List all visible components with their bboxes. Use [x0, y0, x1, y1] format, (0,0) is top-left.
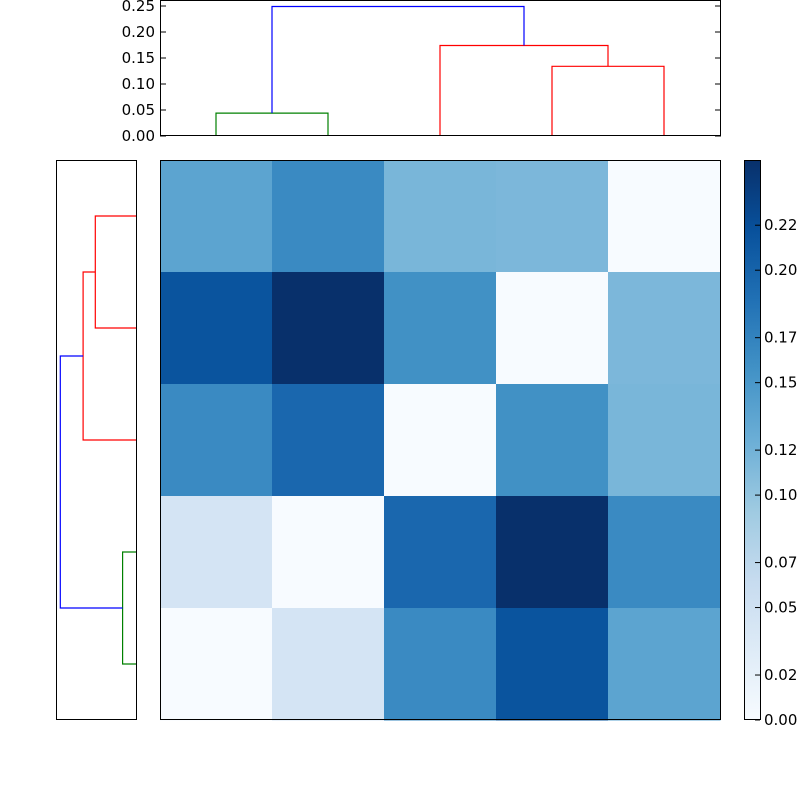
- heatmap-cell-r3-c4: [608, 496, 721, 609]
- top-dendrogram-link-0: [215, 112, 329, 136]
- heatmap-cell-r0-c0: [160, 160, 273, 273]
- colorbar: 0.00 0.02 0.05 0.07 0.10 0.12 0.15 0.17 0.20 0.22: [744, 160, 797, 729]
- top-dendrogram-link-3: [271, 5, 525, 114]
- colorbar-tick-label-7: 0.17: [764, 329, 797, 347]
- top-dendrogram-y-axis: 0.00 0.05 0.10 0.15 0.20 0.25: [122, 0, 721, 145]
- heatmap-cell-r1-c4: [608, 272, 721, 385]
- colorbar-tick-label-2: 0.05: [764, 599, 797, 617]
- heatmap-cell-r0-c4: [608, 160, 721, 273]
- colorbar-ticks: 0.00 0.02 0.05 0.07 0.10 0.12 0.15 0.17 0.20 0.22: [755, 216, 797, 729]
- top-ytick-label-2: 0.10: [122, 75, 155, 93]
- heatmap-cell-r1-c2: [384, 272, 497, 385]
- top-dendrogram: 0.00 0.05 0.10 0.15 0.20 0.25: [122, 0, 721, 145]
- heatmap-cell-r4-c4: [608, 608, 721, 721]
- left-dendrogram-link-2: [82, 271, 136, 441]
- colorbar-tick-label-8: 0.20: [764, 261, 797, 279]
- heatmap-frame: [160, 160, 721, 720]
- top-ytick-label-1: 0.05: [122, 101, 155, 119]
- heatmap-cell-r0-c1: [272, 160, 385, 273]
- left-dendrogram-link-1: [94, 215, 136, 329]
- heatmap-cell-r0-c2: [384, 160, 497, 273]
- colorbar-tick-label-9: 0.22: [764, 216, 797, 234]
- colorbar-tick-label-0: 0.00: [764, 711, 797, 729]
- colorbar-tick-label-1: 0.02: [764, 666, 797, 684]
- heatmap-cell-r2-c2: [384, 384, 497, 497]
- colorbar-tick-label-3: 0.07: [764, 554, 797, 572]
- left-dendrogram-frame: [56, 160, 137, 720]
- top-dendrogram-link-1: [551, 65, 665, 136]
- heatmap-cell-r2-c0: [160, 384, 273, 497]
- heatmap-cell-r0-c3: [496, 160, 609, 273]
- left-dendrogram-links: [59, 215, 136, 665]
- heatmap-cell-r4-c2: [384, 608, 497, 721]
- heatmap-cell-r2-c4: [608, 384, 721, 497]
- heatmap-cells: [160, 160, 721, 721]
- top-ytick-label-5: 0.25: [122, 0, 155, 15]
- heatmap-cell-r4-c0: [160, 608, 273, 721]
- heatmap-cell-r2-c1: [272, 384, 385, 497]
- heatmap-cell-r3-c0: [160, 496, 273, 609]
- heatmap-cell-r4-c1: [272, 608, 385, 721]
- heatmap-cell-r2-c3: [496, 384, 609, 497]
- colorbar-tick-label-4: 0.10: [764, 486, 797, 504]
- left-dendrogram: [56, 160, 137, 720]
- left-dendrogram-link-0: [121, 551, 136, 665]
- heatmap-cell-r1-c3: [496, 272, 609, 385]
- colorbar-gradient: [744, 160, 761, 720]
- top-ytick-label-4: 0.20: [122, 23, 155, 41]
- colorbar-tick-label-6: 0.15: [764, 374, 797, 392]
- heatmap: [160, 160, 721, 721]
- left-dendrogram-link-3: [59, 355, 123, 609]
- heatmap-cell-r4-c3: [496, 608, 609, 721]
- heatmap-cell-r1-c0: [160, 272, 273, 385]
- colorbar-tick-label-5: 0.12: [764, 441, 797, 459]
- top-ytick-label-0: 0.00: [122, 127, 155, 145]
- heatmap-cell-r3-c2: [384, 496, 497, 609]
- heatmap-cell-r1-c1: [272, 272, 385, 385]
- top-dendrogram-links: [215, 5, 665, 136]
- top-ytick-label-3: 0.15: [122, 49, 155, 67]
- top-dendrogram-frame: [160, 0, 721, 136]
- top-dendrogram-link-2: [439, 44, 609, 136]
- heatmap-cell-r3-c1: [272, 496, 385, 609]
- heatmap-cell-r3-c3: [496, 496, 609, 609]
